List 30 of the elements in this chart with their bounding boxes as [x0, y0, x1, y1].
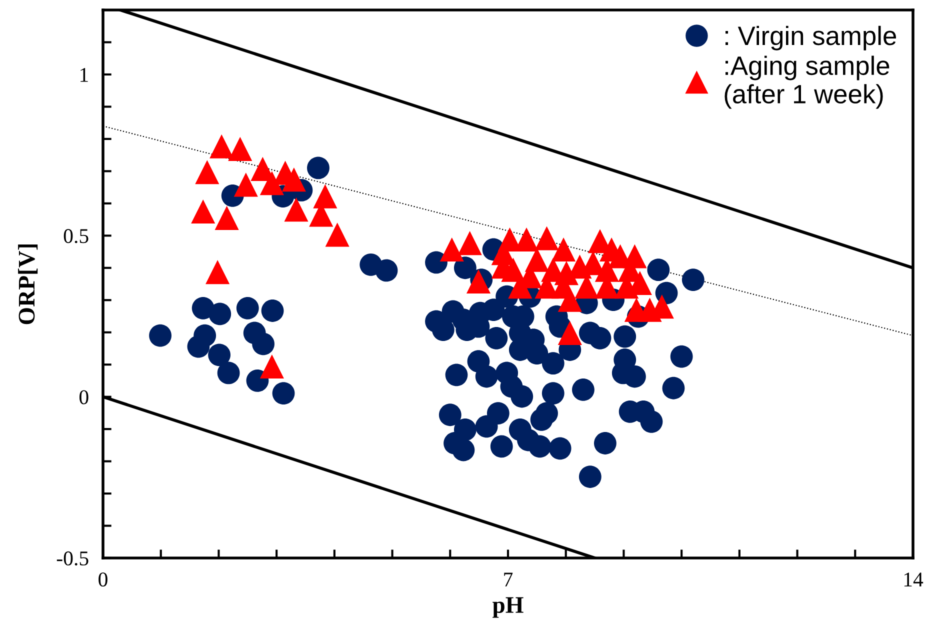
x-tick-label: 0	[98, 572, 108, 587]
point	[325, 222, 350, 247]
x-axis-title: pH	[492, 597, 524, 618]
point	[234, 172, 258, 197]
legend-label: :Aging sample (after 1 week)	[724, 56, 890, 109]
point	[458, 231, 482, 256]
point	[558, 320, 582, 346]
point	[260, 171, 284, 196]
y-tick-label: -0.5	[56, 551, 88, 566]
y-tick-label: 0	[79, 390, 88, 404]
y-axis-title: ORP[V]	[18, 244, 38, 324]
point	[260, 354, 284, 379]
point	[554, 261, 578, 286]
y-tick-label: 0.5	[64, 229, 88, 244]
x-tick-label: 14	[904, 572, 924, 586]
x-tick-label: 7	[504, 572, 513, 586]
point	[214, 206, 239, 230]
point	[228, 136, 252, 161]
point	[206, 260, 230, 284]
point	[191, 199, 216, 224]
point	[552, 237, 576, 262]
point	[313, 184, 338, 208]
y-tick-label: 1	[80, 68, 88, 82]
point	[534, 226, 559, 250]
point	[440, 237, 464, 262]
point	[195, 160, 220, 184]
point	[282, 168, 306, 192]
point	[284, 198, 308, 222]
legend-label: : Virgin sample	[726, 26, 896, 50]
point	[466, 269, 491, 294]
